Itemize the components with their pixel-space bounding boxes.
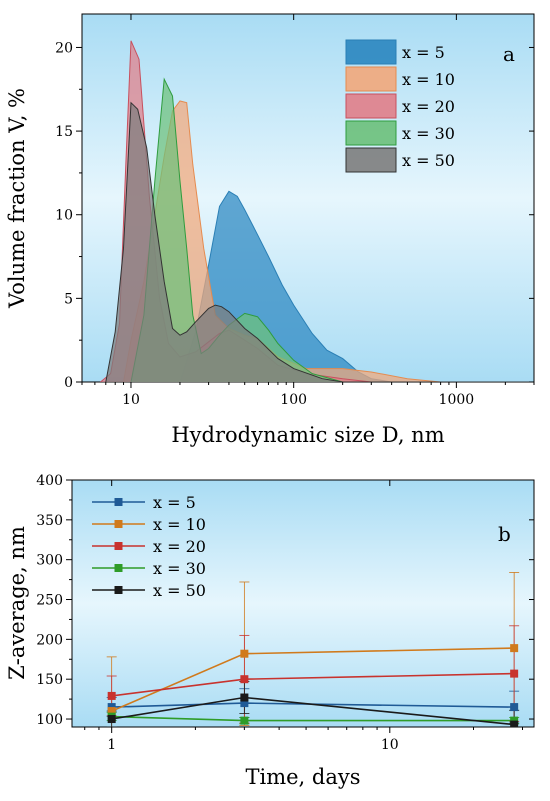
legend-b-marker-2 [114, 542, 123, 550]
series-a-line-4 [105, 101, 534, 382]
series-b-marker-1-1 [240, 649, 249, 658]
legend-b-label-2: x = 20 [153, 537, 206, 556]
legend-a-swatch-1 [345, 66, 397, 92]
legend-b: x = 5 x = 10 x = 20 x = 30 x = 50 [92, 493, 206, 600]
series-b-marker-4-2 [510, 720, 519, 727]
legend-a: x = 5 x = 10 x = 20 x = 30 x = 50 [345, 39, 455, 173]
series-b-marker-4-1 [240, 693, 249, 702]
x-tick-label-a-0: 10 [122, 392, 140, 408]
x-axis-label-a: Hydrodynamic size D, nm [171, 423, 444, 447]
legend-a-swatch-0 [345, 39, 397, 65]
y-tick-label-b-5: 350 [36, 513, 63, 529]
x-axis-label-b: Time, days [245, 765, 360, 789]
legend-a-label-2: x = 20 [402, 97, 455, 116]
legend-b-label-1: x = 10 [153, 515, 206, 534]
y-tick-label-a-3: 15 [55, 124, 73, 140]
y-tick-label-a-0: 0 [64, 375, 73, 391]
legend-b-label-0: x = 5 [153, 493, 196, 512]
series-b-marker-0-1 [240, 699, 249, 708]
legend-a-swatch-3 [345, 120, 397, 146]
legend-b-label-3: x = 30 [153, 559, 206, 578]
legend-a-swatch-4 [345, 147, 397, 173]
legend-a-label-4: x = 50 [402, 151, 455, 170]
plot-area-b [71, 479, 535, 728]
y-tick-label-b-3: 250 [36, 593, 63, 609]
y-tick-label-a-4: 20 [55, 40, 73, 56]
legend-a-swatch-2 [345, 93, 397, 119]
series-b-marker-2-1 [240, 675, 249, 684]
y-tick-label-b-2: 200 [36, 632, 63, 648]
y-axis-label-a: Volume fraction V, % [5, 88, 29, 309]
chart-panel-a: 10 100 1000 0 5 10 15 20 x = 5 x = 10 x = 20 x = 3… [5, 13, 535, 447]
legend-b-marker-0 [114, 498, 123, 506]
y-axis-label-b: Z-average, nm [5, 526, 29, 680]
series-b-marker-0-2 [510, 703, 519, 712]
legend-b-marker-4 [114, 586, 123, 594]
y-tick-label-b-0: 100 [36, 712, 63, 728]
y-tick-label-b-1: 150 [36, 672, 63, 688]
series-b-marker-3-1 [240, 716, 249, 725]
series-b-marker-2-0 [107, 691, 116, 700]
x-tick-label-a-2: 1000 [439, 392, 475, 408]
legend-a-label-3: x = 30 [402, 124, 455, 143]
legend-b-marker-1 [114, 520, 123, 528]
y-tick-label-a-1: 5 [64, 291, 73, 307]
x-tick-label-a-1: 100 [280, 392, 307, 408]
legend-a-label-0: x = 5 [402, 43, 445, 62]
series-b-marker-1-2 [510, 644, 519, 653]
series-b-marker-2-2 [510, 669, 519, 678]
y-tick-label-b-6: 400 [36, 473, 63, 489]
legend-b-label-4: x = 50 [153, 581, 206, 600]
series-b-marker-4-0 [107, 715, 116, 724]
y-tick-label-a-2: 10 [55, 208, 73, 224]
panel-label-b: b [498, 522, 511, 546]
legend-b-marker-3 [114, 564, 123, 572]
x-tick-label-b-0: 1 [107, 737, 116, 753]
series-a-area-4 [105, 102, 534, 382]
legend-a-label-1: x = 10 [402, 70, 455, 89]
panel-label-a: a [503, 42, 515, 66]
x-tick-label-b-1: 10 [381, 737, 399, 753]
series-b-marker-1-0 [107, 707, 116, 716]
y-tick-label-b-4: 300 [36, 553, 63, 569]
